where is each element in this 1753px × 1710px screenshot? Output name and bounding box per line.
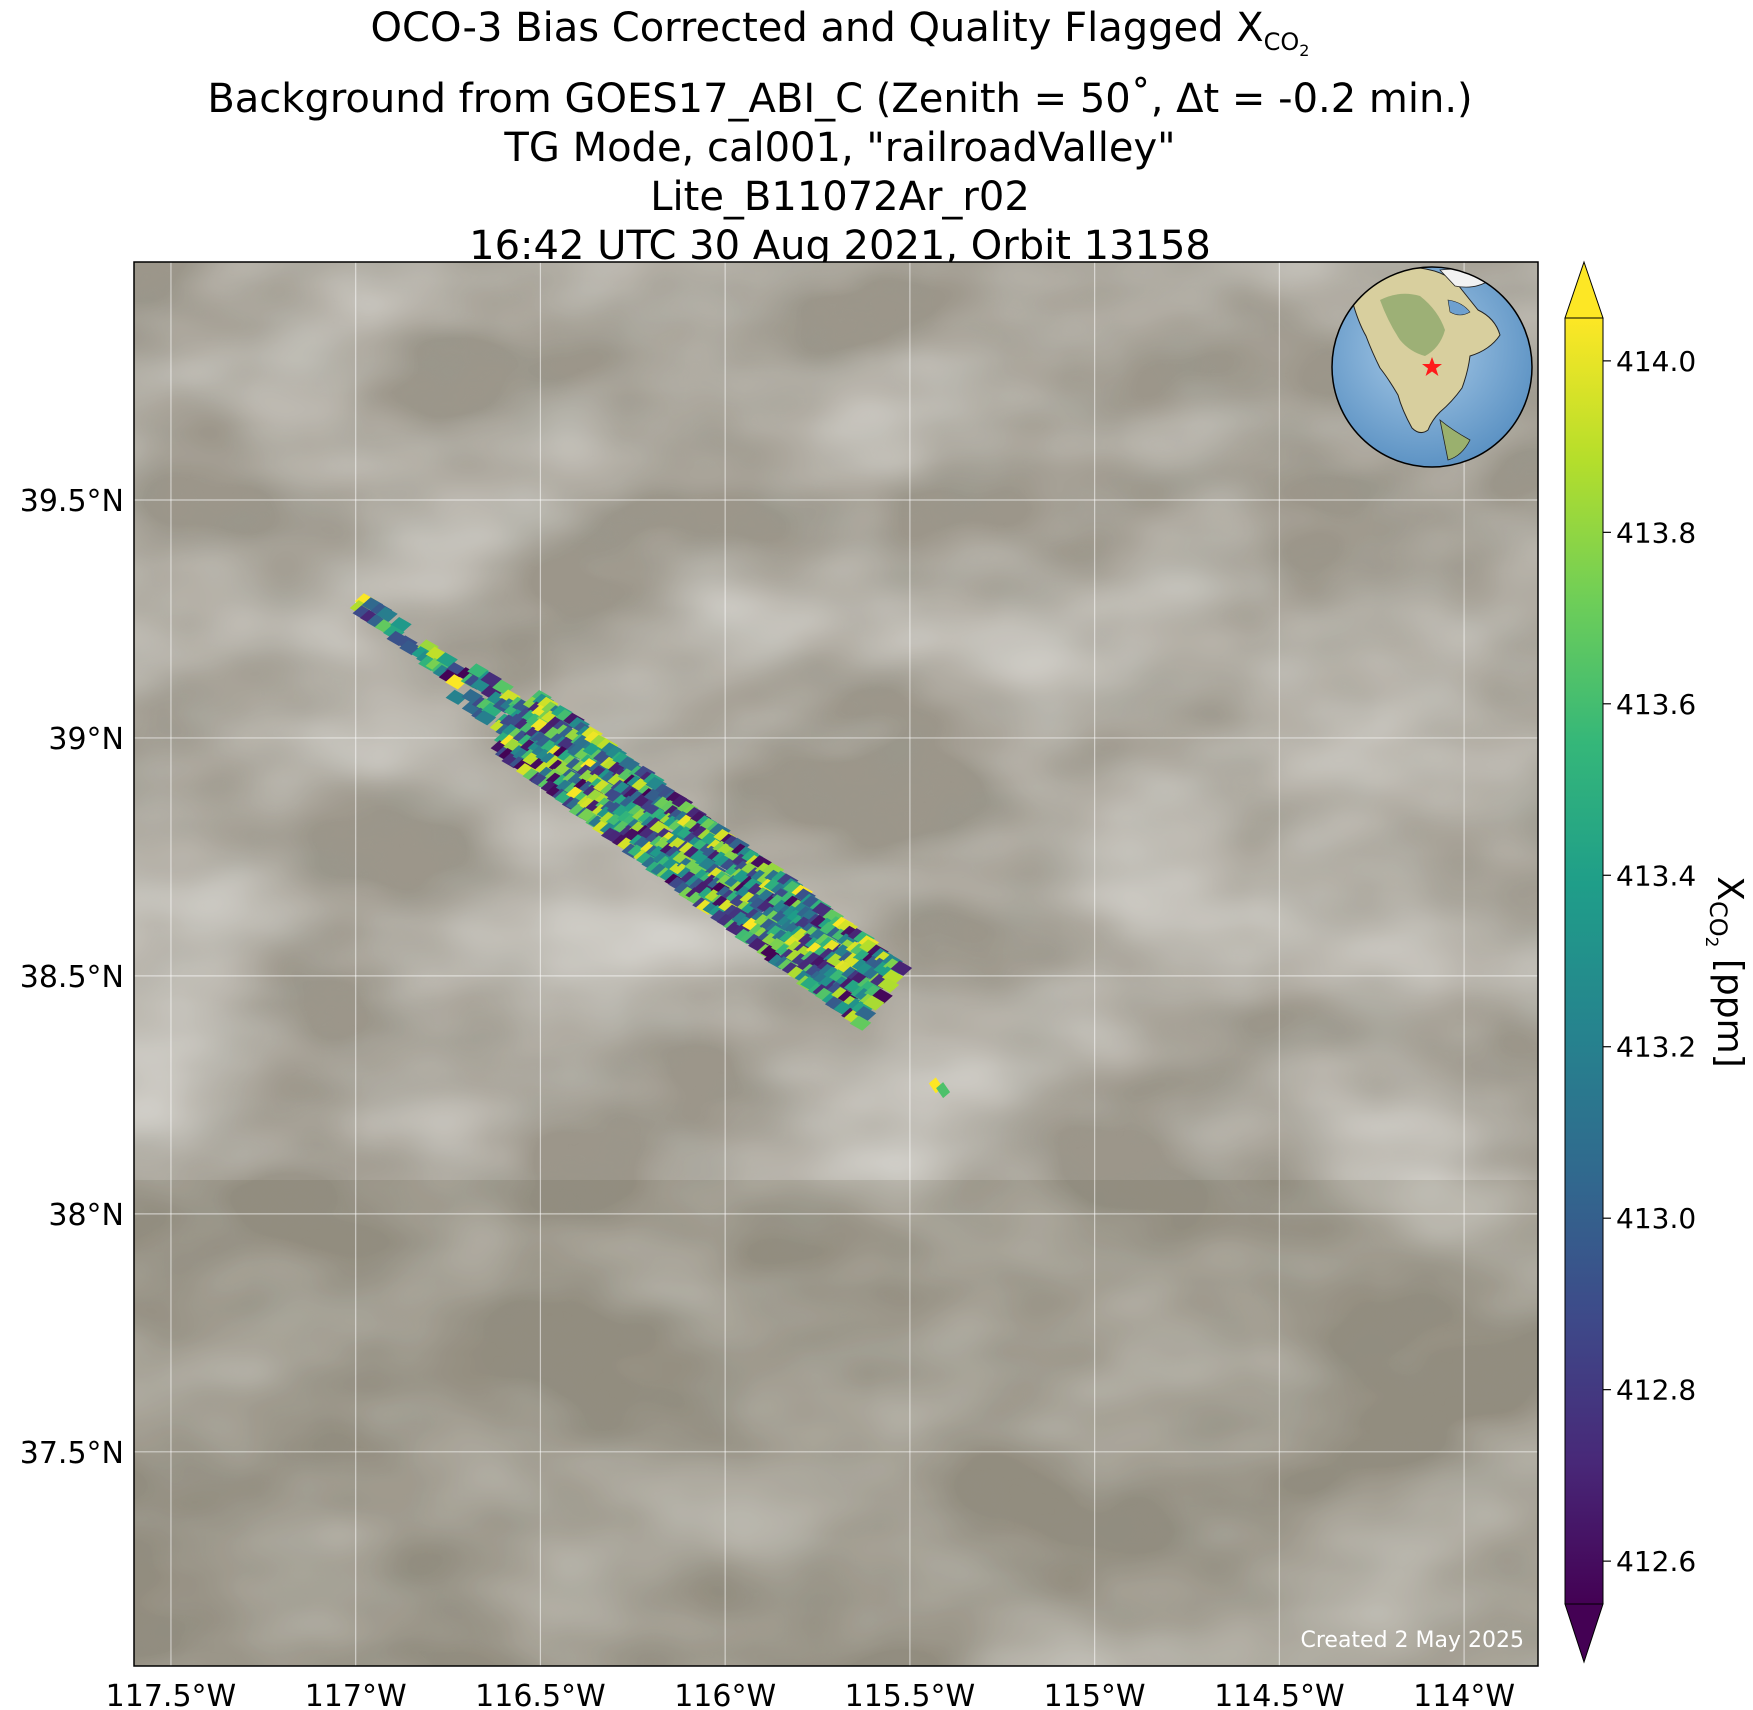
title-subscript: CO2	[1263, 28, 1310, 60]
sounding	[862, 995, 885, 1011]
sounding	[881, 969, 904, 985]
sounding	[445, 674, 467, 690]
sounding	[890, 960, 913, 976]
colorbar-ticks: 414.0 413.8 413.6 413.4 413.2 413.0 412.8 412.6	[1603, 345, 1696, 1578]
colorbar: 414.0 413.8 413.6 413.4 413.2 413.0 412.8 412.6…	[1564, 260, 1750, 1664]
y-tick-label: 39°N	[48, 722, 124, 757]
location-star-icon	[1422, 357, 1442, 376]
sounding	[390, 617, 412, 633]
title-line-3: TG Mode, cal001, "railroadValley"	[504, 124, 1176, 171]
y-tick-label: 37.5°N	[20, 1436, 124, 1471]
x-tick-label: 117.5°W	[106, 1679, 237, 1710]
inset-globe	[1331, 266, 1533, 468]
sounding	[376, 606, 398, 622]
map-frame	[133, 261, 1539, 1667]
colorbar-title: XCO2 [ppm]	[1701, 876, 1750, 1067]
x-tick-label: 117°W	[305, 1679, 407, 1710]
colorbar-tick-label: 413.8	[1616, 516, 1696, 549]
colorbar-tick-label: 413.2	[1616, 1031, 1696, 1064]
colorbar-tick-label: 413.0	[1616, 1202, 1696, 1235]
title-line-5: 16:42 UTC 30 Aug 2021, Orbit 13158	[469, 222, 1211, 269]
sounding	[877, 977, 900, 993]
y-tick-label: 39.5°N	[20, 484, 124, 519]
title-line-2: Background from GOES17_ABI_C (Zenith = 5…	[207, 75, 1473, 122]
colorbar-tick-label: 412.8	[1616, 1374, 1696, 1407]
sounding	[854, 1006, 877, 1022]
colorbar-tick-label: 414.0	[1616, 345, 1696, 378]
x-tick-label: 115°W	[1044, 1679, 1146, 1710]
colorbar-tick-label: 413.4	[1616, 859, 1696, 892]
title-line-1: OCO-3 Bias Corrected and Quality Flagged…	[0, 4, 1680, 75]
x-tick-label: 116.5°W	[475, 1679, 606, 1710]
y-axis-ticks: 39.5°N 39°N 38.5°N 38°N 37.5°N	[20, 484, 124, 1471]
sounding	[871, 988, 893, 1004]
y-tick-label: 38°N	[48, 1198, 124, 1233]
colorbar-tick-label: 412.6	[1616, 1545, 1696, 1578]
xco2-swath	[349, 593, 951, 1099]
sounding	[849, 1015, 872, 1031]
isolated-sounding	[936, 1082, 951, 1099]
x-tick-label: 116°W	[674, 1679, 776, 1710]
sounding	[480, 671, 502, 687]
x-axis-ticks: 117.5°W 117°W 116.5°W 116°W 115.5°W 115°W 114.…	[106, 1679, 1515, 1710]
title-text: OCO-3 Bias Corrected and Quality Flagged…	[370, 5, 1264, 51]
created-credit: Created 2 May 2025	[1300, 1628, 1524, 1653]
x-tick-label: 115.5°W	[845, 1679, 976, 1710]
x-tick-label: 114°W	[1413, 1679, 1515, 1710]
colorbar-tick-label: 413.6	[1616, 688, 1696, 721]
y-tick-label: 38.5°N	[20, 960, 124, 995]
x-tick-label: 114.5°W	[1214, 1679, 1345, 1710]
sounding	[474, 710, 497, 726]
sounding	[445, 689, 468, 705]
sounding	[481, 702, 503, 718]
title-block: OCO-3 Bias Corrected and Quality Flagged…	[0, 0, 1680, 271]
title-line-4: Lite_B11072Ar_r02	[650, 173, 1030, 220]
